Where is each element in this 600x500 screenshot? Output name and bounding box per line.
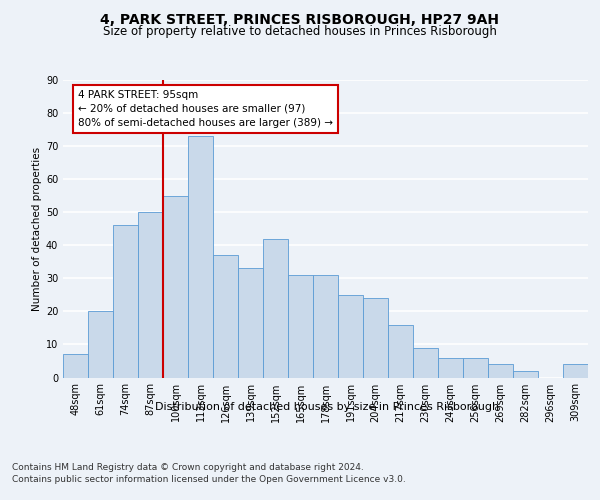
Bar [463,358,488,378]
Text: Distribution of detached houses by size in Princes Risborough: Distribution of detached houses by size … [155,402,499,412]
Bar [338,295,363,378]
Text: Contains HM Land Registry data © Crown copyright and database right 2024.: Contains HM Land Registry data © Crown c… [12,462,364,471]
Bar [488,364,513,378]
Text: 4 PARK STREET: 95sqm
← 20% of detached houses are smaller (97)
80% of semi-detac: 4 PARK STREET: 95sqm ← 20% of detached h… [78,90,333,128]
Y-axis label: Number of detached properties: Number of detached properties [32,146,41,311]
Bar [88,312,113,378]
Bar [213,255,238,378]
Bar [288,275,313,378]
Bar [413,348,438,378]
Bar [263,238,288,378]
Bar [238,268,263,378]
Bar [563,364,588,378]
Bar [363,298,388,378]
Bar [163,196,188,378]
Text: Contains public sector information licensed under the Open Government Licence v3: Contains public sector information licen… [12,475,406,484]
Bar [138,212,163,378]
Text: Size of property relative to detached houses in Princes Risborough: Size of property relative to detached ho… [103,25,497,38]
Bar [63,354,88,378]
Bar [388,324,413,378]
Bar [188,136,213,378]
Bar [513,371,538,378]
Text: 4, PARK STREET, PRINCES RISBOROUGH, HP27 9AH: 4, PARK STREET, PRINCES RISBOROUGH, HP27… [101,12,499,26]
Bar [313,275,338,378]
Bar [438,358,463,378]
Bar [113,226,138,378]
